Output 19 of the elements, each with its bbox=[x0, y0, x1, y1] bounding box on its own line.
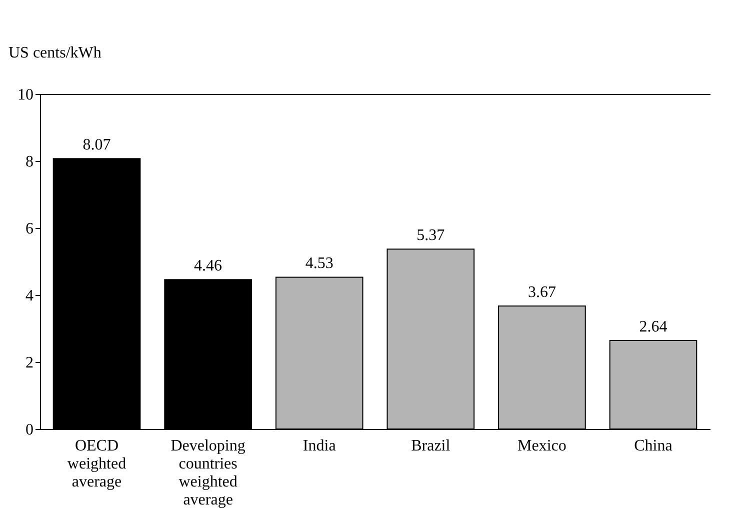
data-label: 2.64 bbox=[639, 318, 668, 336]
data-label: 4.46 bbox=[194, 258, 222, 275]
x-tick-label: Developing countries weighted average bbox=[170, 438, 246, 508]
y-tick-label: 10 bbox=[18, 86, 34, 104]
x-tick-label: OECD weighted average bbox=[67, 438, 126, 490]
data-label: 5.37 bbox=[416, 227, 445, 244]
data-label: 3.67 bbox=[528, 284, 556, 302]
y-tick-label: 4 bbox=[26, 288, 34, 304]
y-tick-label: 2 bbox=[26, 354, 34, 372]
x-tick-label: India bbox=[302, 438, 336, 454]
data-label: 4.53 bbox=[305, 255, 334, 272]
x-tick-label: Mexico bbox=[518, 438, 566, 454]
x-tick-label: China bbox=[634, 438, 672, 454]
y-tick-label: 0 bbox=[26, 422, 34, 438]
x-tick-label: Brazil bbox=[411, 438, 451, 454]
y-tick-label: 8 bbox=[26, 154, 34, 170]
data-label: 8.07 bbox=[82, 136, 111, 154]
y-tick-label: 6 bbox=[26, 220, 34, 238]
y-axis-title: US cents/kWh bbox=[8, 44, 102, 62]
